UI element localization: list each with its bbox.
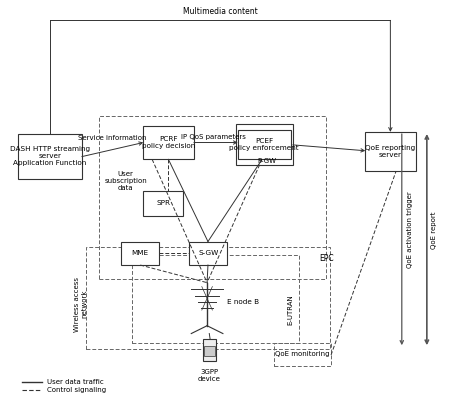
Text: E node B: E node B: [227, 299, 258, 305]
Text: Control signaling: Control signaling: [46, 387, 106, 393]
FancyBboxPatch shape: [364, 132, 415, 171]
Text: DASH HTTP streaming
server
Application Function: DASH HTTP streaming server Application F…: [10, 146, 90, 166]
Text: QoE activation trigger: QoE activation trigger: [406, 191, 412, 268]
Text: S-GW: S-GW: [197, 250, 218, 256]
FancyBboxPatch shape: [235, 124, 292, 165]
FancyBboxPatch shape: [189, 241, 227, 265]
FancyBboxPatch shape: [203, 346, 214, 356]
Text: E-UTRAN: E-UTRAN: [287, 295, 293, 326]
Text: QoE reporting
server: QoE reporting server: [364, 145, 415, 158]
FancyBboxPatch shape: [143, 126, 193, 159]
FancyBboxPatch shape: [121, 241, 158, 265]
Text: SPR: SPR: [156, 200, 170, 206]
Text: EPC: EPC: [318, 254, 333, 263]
FancyBboxPatch shape: [202, 339, 215, 361]
Text: IP QoS parameters: IP QoS parameters: [181, 134, 246, 140]
FancyBboxPatch shape: [18, 134, 81, 179]
Text: 3GPP
device: 3GPP device: [197, 369, 220, 382]
Text: P-GW: P-GW: [256, 158, 275, 164]
Text: Service information: Service information: [78, 135, 147, 141]
Text: User data traffic: User data traffic: [46, 380, 103, 385]
Text: PCRF
policy decision: PCRF policy decision: [142, 136, 195, 149]
Text: Wireless access
network: Wireless access network: [74, 277, 87, 331]
Text: QoE monitoring: QoE monitoring: [275, 351, 329, 357]
FancyBboxPatch shape: [238, 130, 290, 159]
Text: QoE report: QoE report: [430, 211, 436, 249]
FancyBboxPatch shape: [143, 191, 182, 216]
Text: PCEF
policy enforcement: PCEF policy enforcement: [229, 138, 298, 151]
Text: MME: MME: [131, 250, 148, 256]
Text: User
subscription
data: User subscription data: [104, 171, 147, 191]
Text: Multimedia content: Multimedia content: [182, 8, 257, 17]
